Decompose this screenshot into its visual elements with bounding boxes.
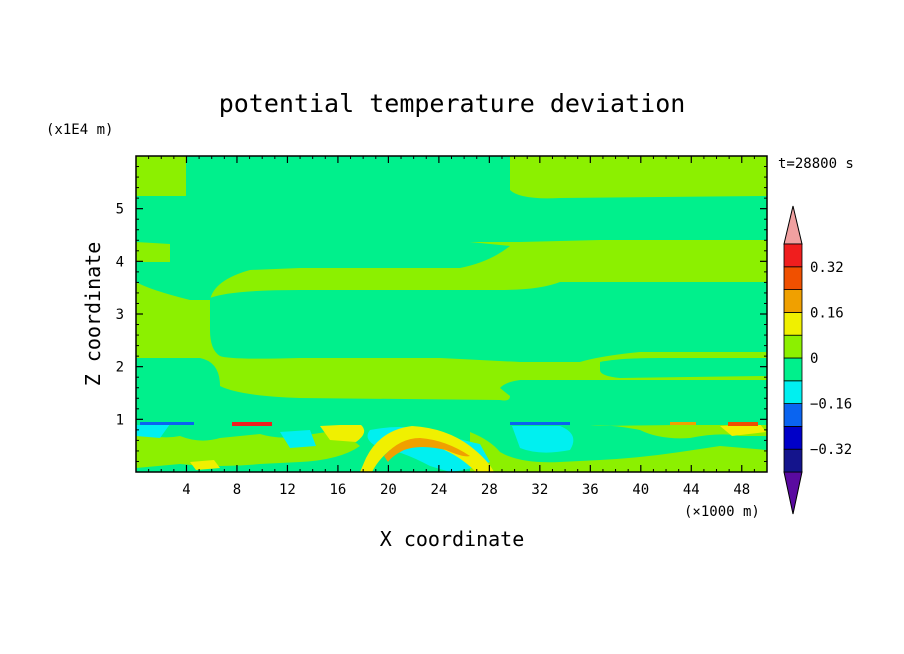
- surface-patch-cyan-3: [280, 430, 316, 448]
- contour-region-upper-band: [136, 156, 767, 300]
- colorbar-min-triangle: [783, 471, 803, 515]
- surface-line-blue-2: [510, 422, 570, 425]
- colorbar-swatch: [783, 425, 803, 450]
- colorbar-swatch: [783, 448, 803, 473]
- x-tick-label: 16: [329, 482, 346, 498]
- contour-region-lower-band: [136, 358, 767, 420]
- contour-region-middle: [210, 282, 767, 362]
- x-tick-label: 48: [733, 482, 750, 498]
- y-tick-label: 3: [116, 307, 124, 323]
- surface-patch-green-2: [470, 432, 767, 472]
- surface-patch-yellow-3: [720, 424, 766, 436]
- surface-patch-yellow-1: [320, 424, 365, 442]
- colorbar-swatch: [783, 334, 803, 359]
- colorbar-label: 0.32: [810, 260, 844, 276]
- y-tick-label: 1: [116, 412, 124, 428]
- surface-line-blue-1: [140, 422, 194, 425]
- surface-line-teal: [136, 422, 767, 425]
- x-tick-label: 4: [182, 482, 190, 498]
- y-axis-ticks: 1 2 3 4 5: [116, 166, 767, 462]
- x-tick-label: 40: [632, 482, 649, 498]
- surface-arc-orange: [384, 438, 470, 462]
- x-unit-label: (×1000 m): [684, 504, 760, 520]
- surface-patch-yellow-2: [190, 460, 220, 470]
- x-tick-label: 24: [430, 482, 447, 498]
- contour-field: [136, 156, 767, 472]
- y-tick-label: 5: [116, 202, 124, 218]
- y-tick-label: 4: [116, 254, 124, 270]
- x-tick-label: 20: [380, 482, 397, 498]
- x-axis-ticks: 4 8 12 16 20 24 28 32 36 40 44 48: [148, 156, 755, 498]
- surface-patch-cyan-2: [512, 426, 574, 453]
- chart-title: potential temperature deviation: [219, 89, 686, 118]
- colorbar-swatch: [783, 403, 803, 427]
- x-tick-label: 36: [582, 482, 599, 498]
- colorbar-swatch: [783, 311, 803, 336]
- x-axis-title: X coordinate: [380, 527, 525, 551]
- x-tick-label: 44: [683, 482, 700, 498]
- colorbar-label: −0.32: [810, 442, 852, 458]
- colorbar-label: −0.16: [810, 397, 852, 413]
- colorbar-swatch: [783, 266, 803, 290]
- surface-arc-yellow: [360, 426, 494, 472]
- time-label: t=28800 s: [778, 156, 854, 172]
- colorbar: 0.32 0.16 0 −0.16 −0.32: [783, 205, 852, 515]
- colorbar-label: 0.16: [810, 305, 844, 321]
- contour-region-upper-left: [136, 156, 186, 196]
- y-tick-label: 2: [116, 360, 124, 376]
- colorbar-max-triangle: [783, 205, 803, 245]
- colorbar-swatch: [783, 289, 803, 313]
- x-tick-label: 12: [279, 482, 296, 498]
- surface-patch-cyan-4: [136, 424, 170, 438]
- surface-line-orange: [670, 422, 696, 425]
- contour-region-right-band: [600, 358, 767, 378]
- surface-line-red-2: [728, 422, 758, 426]
- x-tick-label: 32: [531, 482, 548, 498]
- colorbar-swatch: [783, 380, 803, 404]
- colorbar-label: 0: [810, 351, 818, 367]
- y-axis-title: Z coordinate: [81, 242, 105, 387]
- x-tick-label: 28: [481, 482, 498, 498]
- colorbar-swatch: [783, 357, 803, 382]
- surface-line-red-1: [232, 422, 272, 426]
- y-unit-label: (x1E4 m): [46, 122, 113, 138]
- colorbar-swatch: [783, 243, 803, 268]
- x-tick-label: 8: [233, 482, 241, 498]
